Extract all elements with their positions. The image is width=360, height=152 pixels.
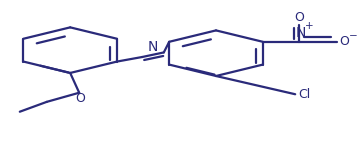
Text: O: O [294, 11, 304, 24]
Text: O: O [340, 35, 350, 48]
Text: +: + [305, 21, 313, 31]
Text: N: N [296, 26, 306, 40]
Text: Cl: Cl [298, 88, 310, 101]
Text: −: − [349, 31, 358, 41]
Text: O: O [75, 92, 85, 105]
Text: N: N [148, 40, 158, 54]
